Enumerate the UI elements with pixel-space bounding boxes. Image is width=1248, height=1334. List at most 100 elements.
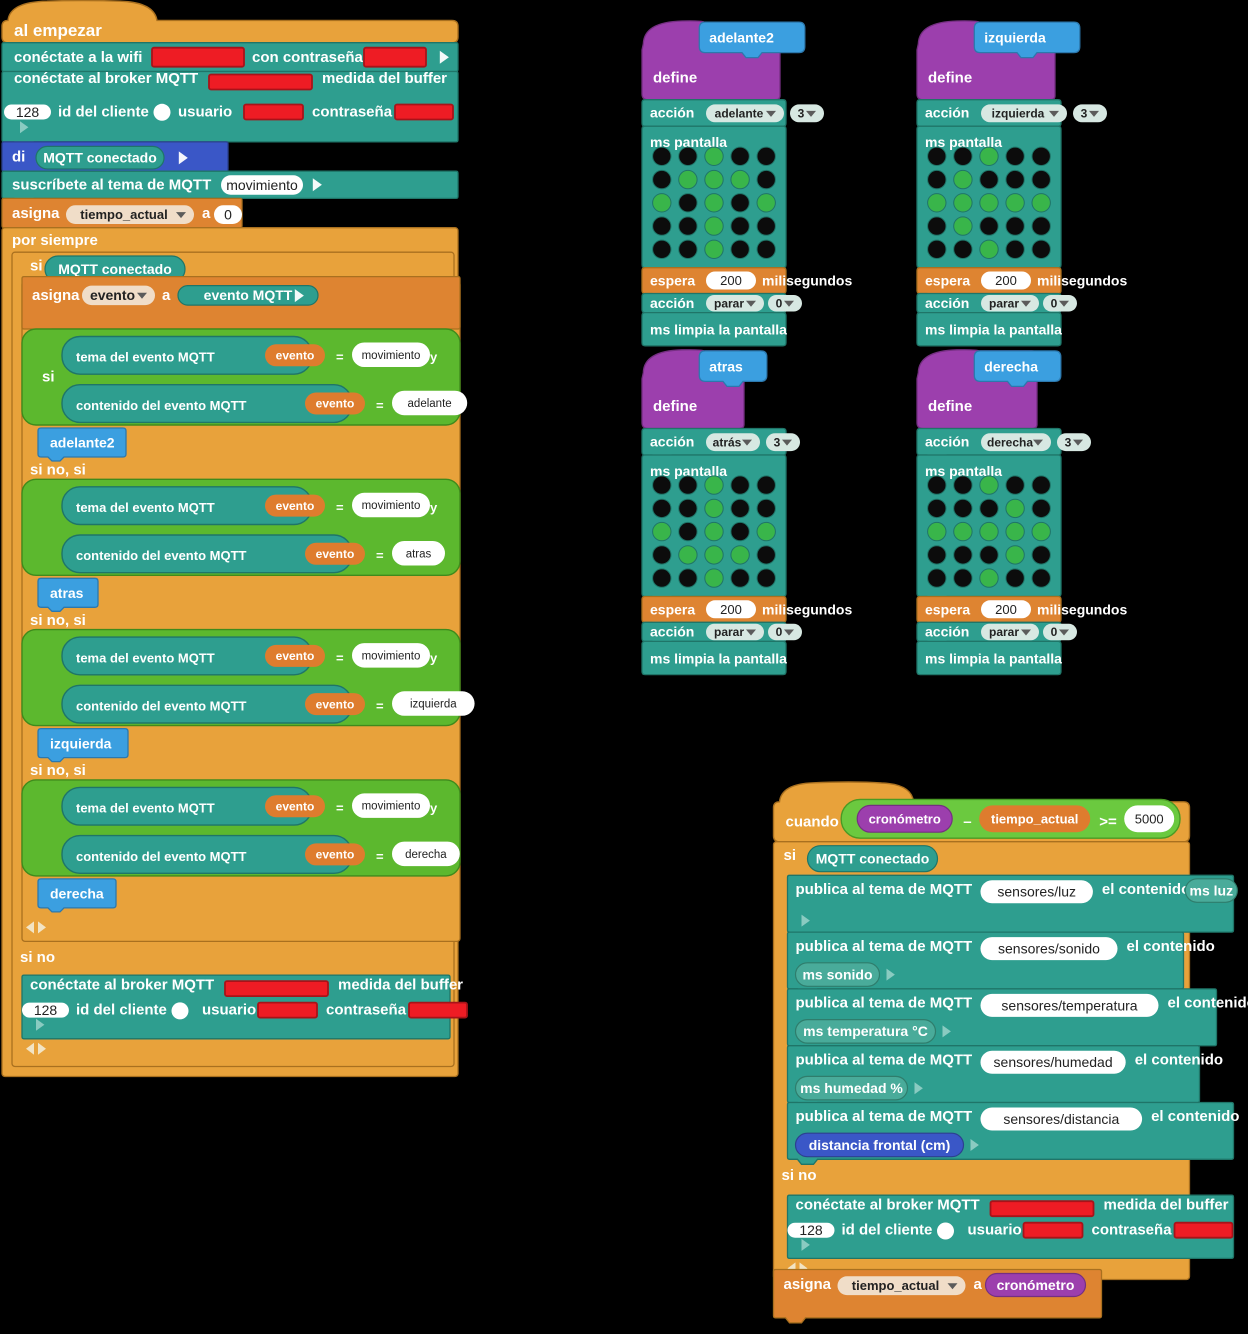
svg-text:contenido del evento MQTT: contenido del evento MQTT bbox=[76, 849, 247, 864]
svg-text:sensores/sonido: sensores/sonido bbox=[998, 941, 1100, 957]
svg-text:milisegundos: milisegundos bbox=[762, 273, 852, 289]
svg-text:medida del buffer: medida del buffer bbox=[1104, 1197, 1229, 1214]
svg-text:ms luz: ms luz bbox=[1190, 883, 1234, 899]
svg-text:200: 200 bbox=[995, 602, 1017, 617]
svg-text:usuario: usuario bbox=[178, 104, 232, 121]
svg-text:>=: >= bbox=[1099, 813, 1117, 830]
svg-text:si no, si: si no, si bbox=[30, 462, 86, 479]
svg-text:publica al tema de MQTT: publica al tema de MQTT bbox=[796, 1051, 973, 1068]
svg-text:define: define bbox=[928, 69, 972, 86]
svg-text:si no: si no bbox=[20, 949, 55, 966]
svg-text:128: 128 bbox=[799, 1222, 823, 1238]
svg-text:el contenido: el contenido bbox=[1102, 881, 1190, 898]
svg-text:3: 3 bbox=[1081, 107, 1088, 121]
svg-text:id del cliente: id del cliente bbox=[58, 104, 149, 121]
svg-text:define: define bbox=[928, 398, 972, 415]
svg-text:con contraseña: con contraseña bbox=[252, 49, 364, 66]
svg-text:128: 128 bbox=[16, 104, 40, 120]
svg-text:distancia frontal (cm): distancia frontal (cm) bbox=[809, 1137, 951, 1153]
svg-text:cuando: cuando bbox=[786, 813, 839, 830]
svg-text:movimiento: movimiento bbox=[362, 801, 421, 813]
svg-text:ms limpia la pantalla: ms limpia la pantalla bbox=[650, 322, 787, 338]
svg-text:acción: acción bbox=[925, 105, 969, 121]
svg-text:MQTT conectado: MQTT conectado bbox=[816, 851, 930, 867]
svg-text:movimiento: movimiento bbox=[362, 350, 421, 362]
svg-text:cronómetro: cronómetro bbox=[997, 1277, 1075, 1293]
svg-text:5000: 5000 bbox=[1135, 811, 1164, 826]
svg-text:200: 200 bbox=[995, 273, 1017, 288]
svg-text:evento: evento bbox=[316, 397, 355, 411]
svg-text:contraseña: contraseña bbox=[326, 1002, 407, 1019]
svg-text:conéctate al broker MQTT: conéctate al broker MQTT bbox=[30, 976, 214, 993]
svg-text:ms limpia la pantalla: ms limpia la pantalla bbox=[925, 322, 1062, 338]
svg-text:define: define bbox=[653, 398, 697, 415]
svg-text:acción: acción bbox=[925, 624, 969, 640]
svg-text:acción: acción bbox=[650, 434, 694, 450]
svg-text:el contenido: el contenido bbox=[1151, 1108, 1239, 1125]
svg-text:medida del buffer: medida del buffer bbox=[338, 976, 463, 993]
svg-text:adelante2: adelante2 bbox=[709, 30, 774, 46]
svg-text:evento MQTT: evento MQTT bbox=[204, 287, 293, 303]
svg-text:ms limpia la pantalla: ms limpia la pantalla bbox=[925, 650, 1062, 666]
svg-text:evento: evento bbox=[316, 848, 355, 862]
svg-text:asigna: asigna bbox=[32, 287, 80, 304]
svg-text:contenido del evento MQTT: contenido del evento MQTT bbox=[76, 699, 247, 714]
svg-text:contenido del evento MQTT: contenido del evento MQTT bbox=[76, 548, 247, 563]
svg-text:3: 3 bbox=[1065, 435, 1072, 449]
svg-text:usuario: usuario bbox=[968, 1222, 1022, 1239]
svg-text:espera: espera bbox=[650, 601, 695, 617]
svg-text:0: 0 bbox=[1051, 296, 1058, 310]
svg-text:tema del evento MQTT: tema del evento MQTT bbox=[76, 350, 215, 365]
svg-text:y: y bbox=[430, 801, 438, 816]
svg-text:3: 3 bbox=[774, 435, 781, 449]
svg-text:MQTT conectado: MQTT conectado bbox=[58, 261, 172, 277]
svg-text:asigna: asigna bbox=[12, 205, 60, 222]
svg-text:=: = bbox=[376, 849, 384, 864]
svg-text:a: a bbox=[974, 1276, 983, 1293]
svg-text:=: = bbox=[336, 801, 344, 816]
svg-text:y: y bbox=[430, 650, 438, 665]
svg-text:espera: espera bbox=[650, 273, 695, 289]
svg-text:si no, si: si no, si bbox=[30, 762, 86, 779]
svg-text:atras: atras bbox=[50, 585, 84, 601]
svg-text:izquierda: izquierda bbox=[992, 107, 1045, 121]
svg-text:publica al tema de MQTT: publica al tema de MQTT bbox=[796, 1108, 973, 1125]
svg-text:derecha: derecha bbox=[987, 435, 1033, 449]
svg-text:el contenido: el contenido bbox=[1127, 938, 1215, 955]
svg-text:a: a bbox=[162, 287, 171, 304]
svg-text:derecha: derecha bbox=[984, 358, 1038, 374]
svg-text:evento: evento bbox=[276, 799, 315, 813]
svg-text:ms limpia la pantalla: ms limpia la pantalla bbox=[650, 650, 787, 666]
svg-text:atrás: atrás bbox=[713, 435, 742, 449]
svg-text:publica al tema de MQTT: publica al tema de MQTT bbox=[796, 995, 973, 1012]
svg-text:tiempo_actual: tiempo_actual bbox=[991, 811, 1078, 826]
svg-text:0: 0 bbox=[1051, 625, 1058, 639]
svg-text:usuario: usuario bbox=[202, 1002, 256, 1019]
svg-text:ms humedad %: ms humedad % bbox=[800, 1080, 903, 1096]
svg-text:ms temperatura °C: ms temperatura °C bbox=[803, 1023, 928, 1039]
svg-text:sensores/distancia: sensores/distancia bbox=[1003, 1111, 1119, 1127]
svg-text:sensores/humedad: sensores/humedad bbox=[994, 1054, 1113, 1070]
svg-text:movimiento: movimiento bbox=[226, 177, 298, 193]
svg-text:evento: evento bbox=[316, 697, 355, 711]
svg-text:–: – bbox=[963, 813, 971, 830]
svg-text:publica al tema de MQTT: publica al tema de MQTT bbox=[796, 881, 973, 898]
svg-text:conéctate a la wifi: conéctate a la wifi bbox=[14, 49, 142, 66]
svg-text:si: si bbox=[784, 847, 797, 864]
svg-text:MQTT conectado: MQTT conectado bbox=[43, 150, 157, 166]
svg-text:asigna: asigna bbox=[784, 1276, 832, 1293]
svg-text:parar: parar bbox=[714, 296, 744, 310]
svg-text:publica al tema de MQTT: publica al tema de MQTT bbox=[796, 938, 973, 955]
svg-text:adelante: adelante bbox=[408, 398, 452, 410]
svg-text:movimiento: movimiento bbox=[362, 500, 421, 512]
svg-text:milisegundos: milisegundos bbox=[1037, 601, 1127, 617]
svg-text:derecha: derecha bbox=[50, 886, 104, 902]
svg-text:tema del evento MQTT: tema del evento MQTT bbox=[76, 650, 215, 665]
svg-text:evento: evento bbox=[90, 287, 135, 303]
svg-text:adelante2: adelante2 bbox=[50, 435, 115, 451]
svg-text:izquierda: izquierda bbox=[984, 30, 1046, 46]
svg-text:contenido del evento MQTT: contenido del evento MQTT bbox=[76, 398, 247, 413]
svg-text:=: = bbox=[336, 650, 344, 665]
svg-text:=: = bbox=[376, 398, 384, 413]
svg-text:sensores/temperatura: sensores/temperatura bbox=[1001, 997, 1137, 1013]
